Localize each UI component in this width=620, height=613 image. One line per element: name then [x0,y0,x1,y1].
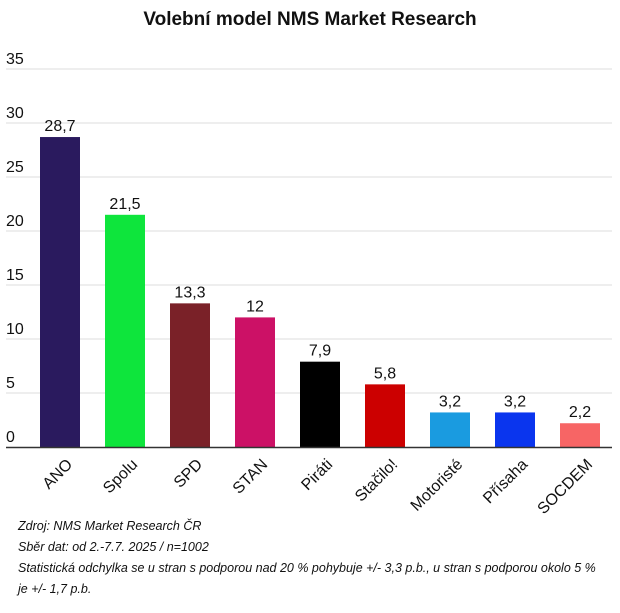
bar-value-label: 2,2 [569,404,591,421]
bar-value-label: 13,3 [174,284,205,301]
x-tick-label: Přísaha [480,456,531,507]
x-tick-label: SOCDEM [535,456,597,518]
y-tick-label: 20 [6,213,24,230]
y-tick-label: 35 [6,51,24,68]
bar [365,384,405,447]
x-tick-label: Spolu [100,456,141,497]
bar-value-label: 28,7 [44,118,75,135]
source-note: Zdroj: NMS Market Research ČR [18,519,202,533]
x-tick-label: Motoristé [408,456,467,515]
bars [40,137,600,448]
chart-notes: Zdroj: NMS Market Research ČR Sběr dat: … [18,516,608,600]
bar-value-label: 3,2 [439,393,461,410]
y-tick-label: 10 [6,321,24,338]
x-tick-label: ANO [40,456,77,493]
bar-value-label: 5,8 [374,365,396,382]
bar [495,412,535,447]
chart-title: Volební model NMS Market Research [143,9,477,30]
y-tick-label: 5 [6,375,15,392]
x-tick-label: SPD [171,456,206,491]
data-collection-note: Sběr dat: od 2.-7.7. 2025 / n=1002 [18,540,209,554]
y-tick-label: 0 [6,429,15,446]
x-axis-labels: ANO Spolu SPD STAN Piráti Stačilo! Motoristé Př… [40,456,597,518]
x-tick-label: STAN [230,456,271,497]
bar [105,214,145,447]
bar [235,317,275,447]
x-tick-label: Stačilo! [352,456,401,505]
y-tick-label: 30 [6,105,24,122]
bar [40,137,80,448]
bar [560,423,600,447]
bar [300,361,340,447]
bar-value-label: 12 [246,298,264,315]
error-margin-note: Statistická odchylka se u stran s podpor… [18,561,596,596]
x-tick-label: Piráti [298,456,336,494]
bar-value-labels: 28,7 21,5 13,3 12 7,9 5,8 3,2 3,2 2,2 [44,118,591,421]
y-tick-label: 15 [6,267,24,284]
bar-value-label: 21,5 [109,196,140,213]
bar [170,303,210,447]
y-axis-ticks: 0 5 10 15 20 25 30 35 [6,51,24,446]
bar [430,412,470,447]
y-tick-label: 25 [6,159,24,176]
bar-value-label: 3,2 [504,393,526,410]
bar-value-label: 7,9 [309,343,331,360]
